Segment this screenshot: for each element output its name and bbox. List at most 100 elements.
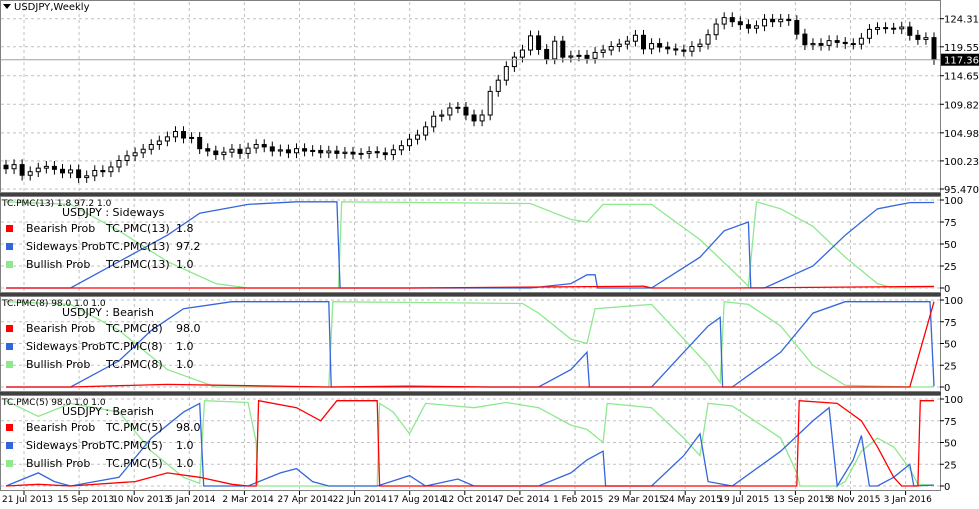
candle-body xyxy=(697,43,703,48)
indicator-pmc5-series-bearish-prob xyxy=(5,399,934,487)
last-price-label: 117.366 xyxy=(944,56,979,67)
candle-body xyxy=(302,148,308,152)
indicator-pmc8-header: TC.PMC(8) 98.0 1.0 1.0 xyxy=(1,299,106,309)
pane-border xyxy=(0,0,941,193)
indicator-pmc13-legend-value: 1.8 xyxy=(176,222,194,235)
candle-body xyxy=(778,18,784,23)
indicator-pmc8-y-tick-label: 0 xyxy=(944,383,950,394)
indicator-pmc5-legend-ref: TC.PMC(5) xyxy=(105,439,163,452)
indicator-pmc8-legend-ref: TC.PMC(8) xyxy=(105,322,163,335)
candle-body xyxy=(495,79,501,92)
candle-body xyxy=(68,169,74,174)
candle-body xyxy=(100,170,106,173)
candle-body xyxy=(358,152,364,155)
indicator-pmc5-legend-value: 98.0 xyxy=(176,421,201,434)
indicator-pmc13-legend-ref: TC.PMC(13) xyxy=(105,258,170,271)
indicator-pmc13-legend-label: Bullish Prob xyxy=(26,258,90,271)
pane-separator xyxy=(0,193,941,196)
candle-body xyxy=(931,37,937,61)
candle-body xyxy=(721,17,727,25)
indicator-pmc8-legend-ref: TC.PMC(8) xyxy=(105,340,163,353)
candle-body xyxy=(406,138,412,147)
candle-body xyxy=(875,27,881,30)
indicator-pmc8-y-tick-label: 50 xyxy=(944,340,957,351)
candle-body xyxy=(503,66,509,81)
indicator-pmc13-legend-value: 1.0 xyxy=(176,258,194,271)
indicator-pmc13-legend-value: 97.2 xyxy=(176,240,201,253)
candle-body xyxy=(681,49,687,52)
pane-separator xyxy=(0,293,941,296)
indicator-pmc13-series-bearish-prob xyxy=(6,285,935,289)
candle-body xyxy=(624,40,630,45)
candle-body xyxy=(632,34,638,42)
candle-body xyxy=(3,164,9,170)
x-tick-label: 10 Nov 2013 xyxy=(112,495,170,505)
indicator-pmc8-legend-swatch xyxy=(6,361,13,368)
x-tick-label: 3 Jan 2016 xyxy=(884,495,932,505)
candle-body xyxy=(745,24,751,29)
indicator-pmc13-y-tick-label: 25 xyxy=(944,262,957,273)
indicator-pmc5-legend-value: 1.0 xyxy=(176,439,194,452)
candle-body xyxy=(810,43,816,46)
indicator-pmc5-state-label: USDJPY : Bearish xyxy=(62,405,154,418)
indicator-pmc13-header: TC.PMC(13) 1.8 97.2 1.0 xyxy=(1,199,112,209)
price-y-tick-label: 109.820 xyxy=(944,100,979,111)
candle-body xyxy=(511,56,517,68)
candle-body xyxy=(463,106,469,116)
indicator-pmc13-legend-swatch xyxy=(6,225,13,232)
candle-body xyxy=(423,126,429,136)
candle-body xyxy=(35,167,41,173)
candle-body xyxy=(189,136,195,139)
candle-body xyxy=(576,54,582,57)
indicator-pmc8-legend-swatch xyxy=(6,343,13,350)
indicator-pmc8-y-tick-label: 75 xyxy=(944,318,957,329)
candle-body xyxy=(713,23,719,36)
indicator-pmc5-legend-label: Sideways Prob xyxy=(26,439,106,452)
candle-body xyxy=(560,40,566,58)
candle-body xyxy=(197,136,203,150)
candle-body xyxy=(729,17,735,23)
candle-body xyxy=(592,51,598,59)
candle-body xyxy=(108,166,114,173)
indicator-pmc5-series-bullish-prob xyxy=(5,400,935,487)
indicator-pmc5-y-tick-label: 100 xyxy=(944,395,963,406)
indicator-pmc5-legend-swatch xyxy=(6,460,13,467)
indicator-pmc13-series-sideways-prob xyxy=(6,201,935,289)
candle-body xyxy=(221,151,227,156)
indicator-pmc5-y-tick-label: 25 xyxy=(944,460,957,471)
indicator-pmc13-legend-swatch xyxy=(6,261,13,268)
candle-body xyxy=(802,33,808,46)
indicator-pmc5-legend-ref: TC.PMC(5) xyxy=(105,457,163,470)
candle-body xyxy=(649,43,655,50)
candle-body xyxy=(689,46,695,52)
candle-body xyxy=(19,164,25,176)
indicator-pmc13-legend-swatch xyxy=(6,243,13,250)
candle-body xyxy=(269,146,275,152)
x-tick-label: 24 May 2015 xyxy=(663,495,722,505)
candle-body xyxy=(431,115,437,128)
x-tick-label: 5 Jan 2014 xyxy=(167,495,215,505)
candle-body xyxy=(866,28,872,39)
indicator-pmc13-legend-label: Bearish Prob xyxy=(26,222,95,235)
candle-body xyxy=(116,159,122,168)
candle-body xyxy=(794,20,800,35)
x-tick-label: 22 Jun 2014 xyxy=(333,495,387,505)
candle-body xyxy=(786,18,792,22)
candle-body xyxy=(826,40,832,46)
candle-body xyxy=(616,43,622,48)
candle-body xyxy=(883,27,889,30)
candle-body xyxy=(213,150,219,156)
candle-body xyxy=(334,150,340,154)
candle-body xyxy=(253,144,259,149)
price-y-tick-label: 124.310 xyxy=(944,15,979,26)
candle-body xyxy=(455,106,461,109)
candle-body xyxy=(237,148,243,154)
indicator-pmc5-legend-label: Bullish Prob xyxy=(26,457,90,470)
candle-body xyxy=(608,46,614,51)
indicator-pmc5-legend-label: Bearish Prob xyxy=(26,421,95,434)
indicator-pmc13-legend-ref: TC.PMC(13) xyxy=(105,240,170,253)
window-menu-triangle-icon xyxy=(3,4,11,9)
indicator-pmc5-legend-swatch xyxy=(6,424,13,431)
candle-body xyxy=(415,134,421,140)
candle-body xyxy=(398,145,404,151)
